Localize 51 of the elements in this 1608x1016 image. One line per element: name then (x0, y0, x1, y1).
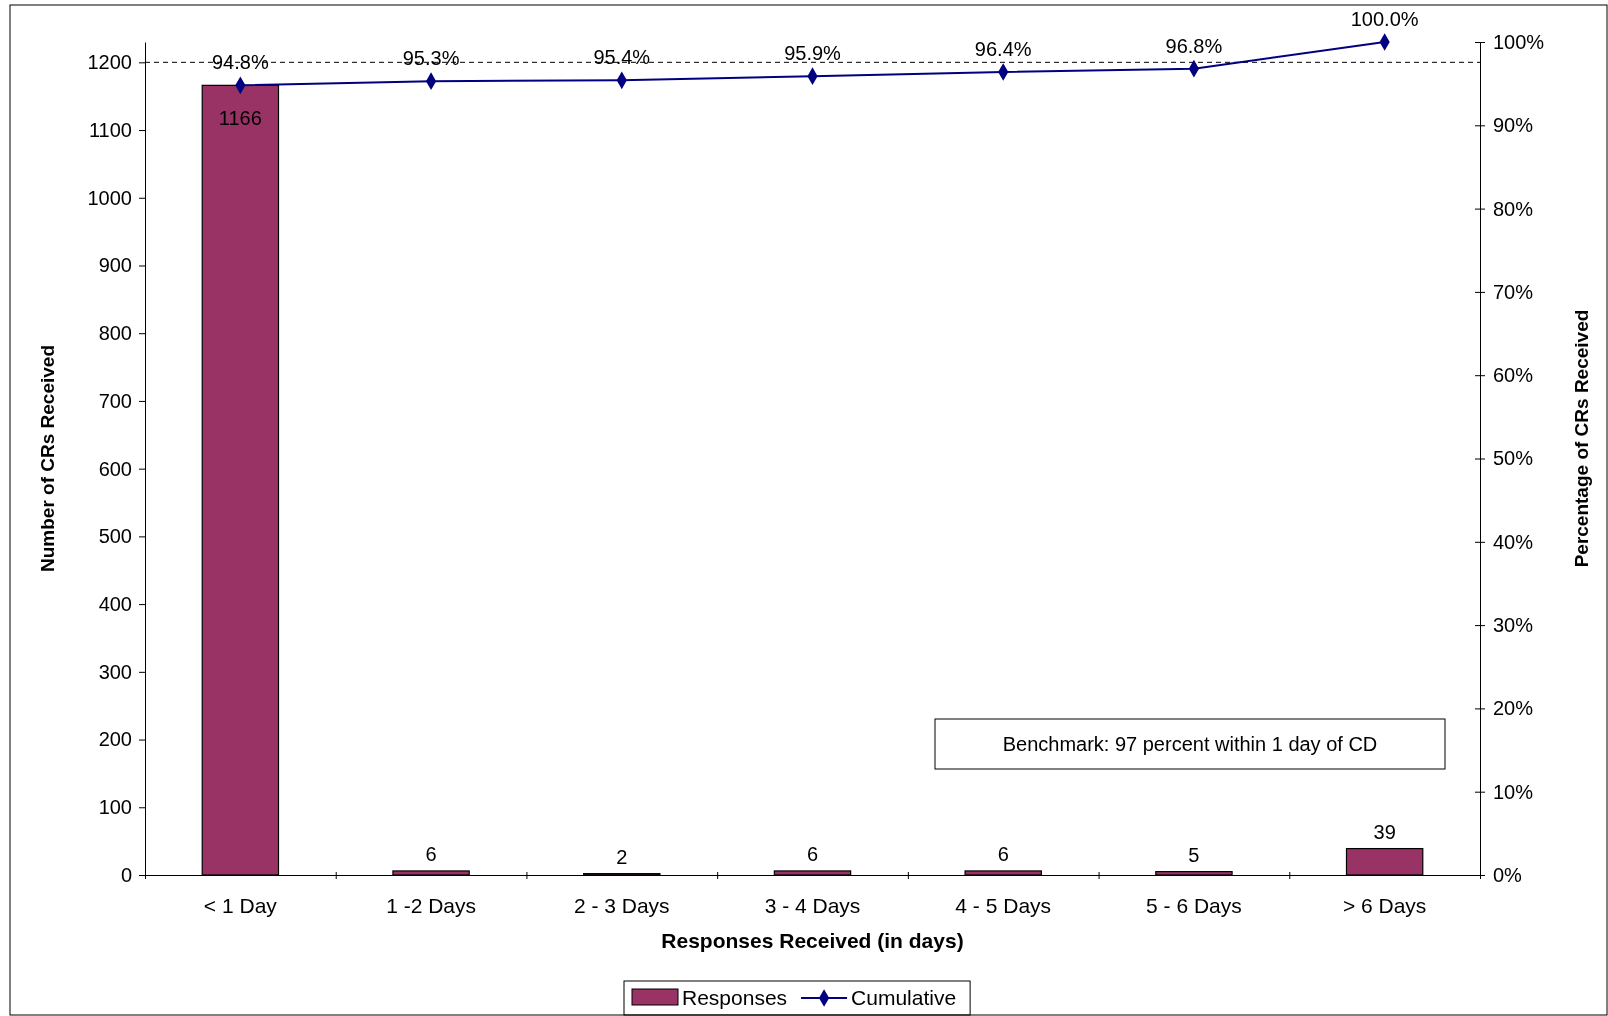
x-axis-title: Responses Received (in days) (661, 929, 964, 952)
data-label: 94.8% (212, 51, 269, 74)
y2-tick-label: 10% (1493, 780, 1534, 803)
legend-label: Responses (682, 986, 788, 1009)
y2-tick-label: 100% (1493, 30, 1545, 53)
data-label: 96.4% (974, 37, 1032, 60)
y2-tick-label: 20% (1493, 697, 1534, 720)
x-tick-label: 3 - 4 Days (764, 894, 861, 917)
y2-tick-label: 30% (1493, 614, 1534, 636)
data-label: 6 (806, 842, 819, 865)
data-label: 39 (1373, 820, 1396, 843)
x-tick-label: 2 - 3 Days (573, 894, 670, 917)
y-tick-label: 300 (98, 660, 132, 683)
y-tick-label: 800 (98, 322, 132, 345)
data-label: 2 (616, 845, 628, 868)
legend-label: Cumulative (851, 986, 957, 1009)
data-label: 95.4% (593, 46, 651, 69)
y2-axis-title: Percentage of CRs Received (1571, 309, 1592, 568)
y-tick-label: 400 (98, 593, 132, 616)
y-tick-label: 0 (120, 863, 132, 886)
annotation: Benchmark: 97 percent within 1 day of CD (1002, 733, 1378, 755)
y-tick-label: 1000 (87, 186, 132, 209)
y-tick-label: 500 (98, 525, 132, 548)
y-axis-title: Number of CRs Received (37, 344, 58, 573)
y2-tick-label: 50% (1493, 447, 1534, 470)
y-tick-label: 1100 (88, 118, 132, 141)
y-tick-label: 900 (98, 254, 132, 277)
data-label: 5 (1188, 843, 1200, 866)
data-label: 95.9% (784, 42, 842, 65)
y-tick-label: 100 (98, 796, 132, 819)
data-label: 6 (425, 842, 437, 865)
x-tick-label: > 6 Days (1342, 894, 1427, 917)
y2-tick-label: 0% (1493, 863, 1523, 886)
data-label: 95.3% (402, 47, 460, 70)
data-label: 6 (997, 842, 1009, 865)
data-label: 1166 (218, 107, 262, 130)
y2-tick-label: 40% (1493, 530, 1534, 553)
x-tick-label: 1 -2 Days (386, 894, 477, 917)
y-tick-label: 600 (98, 457, 132, 480)
x-tick-label: < 1 Day (203, 894, 278, 917)
y2-tick-label: 70% (1493, 280, 1534, 303)
y2-tick-label: 60% (1493, 364, 1534, 387)
y-tick-label: 700 (98, 389, 132, 412)
y2-tick-label: 90% (1493, 114, 1534, 137)
data-label: 100.0% (1350, 8, 1419, 30)
x-tick-label: 5 - 6 Days (1146, 894, 1242, 917)
data-label: 96.8% (1165, 34, 1223, 57)
x-tick-label: 4 - 5 Days (955, 894, 1052, 917)
y-tick-label: 1200 (87, 51, 132, 74)
y-tick-label: 200 (98, 728, 132, 751)
y2-tick-label: 80% (1493, 197, 1534, 220)
